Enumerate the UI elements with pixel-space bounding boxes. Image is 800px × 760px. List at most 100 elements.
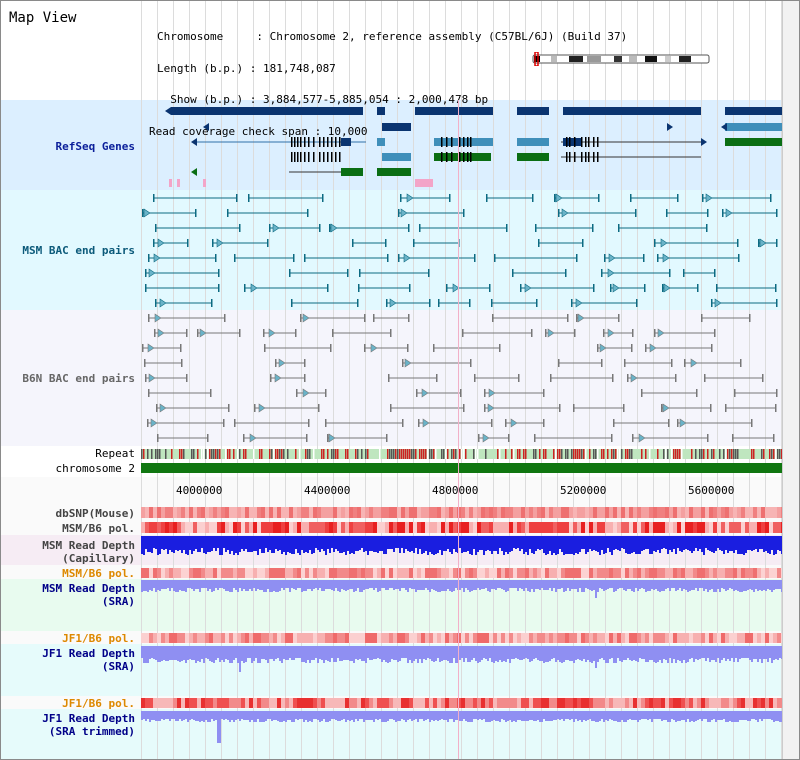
depth-bar [349, 646, 351, 661]
jf1-b6-pol-label-2[interactable]: JF1/B6 pol. [62, 697, 135, 710]
repeat-track[interactable] [141, 449, 782, 459]
gene-exon-tick [313, 137, 315, 147]
bac-end-arrow [690, 358, 698, 368]
depth-bar [471, 536, 473, 555]
depth-bar [245, 580, 247, 591]
depth-bar [593, 536, 595, 550]
heat-cell [677, 507, 681, 518]
heat-cell [773, 633, 777, 643]
heat-cell [285, 698, 289, 708]
heat-cell [585, 698, 589, 708]
depth-bar [597, 580, 599, 592]
bac-end [706, 224, 708, 232]
heat-cell [753, 522, 757, 533]
heat-cell [585, 568, 589, 578]
heat-cell [445, 522, 449, 533]
heat-cell [469, 568, 473, 578]
heat-cell [205, 522, 209, 533]
heat-cell [733, 633, 737, 643]
msm-read-depth-cap-label[interactable]: MSM Read Depth (Capillary) [42, 539, 135, 565]
refseq-label[interactable]: RefSeq Genes [55, 140, 135, 153]
depth-bar [643, 646, 645, 659]
bac-end [666, 209, 668, 217]
jf1-b6-pol-strip-2[interactable] [141, 698, 782, 708]
depth-bar [755, 646, 757, 659]
depth-bar [405, 711, 407, 722]
repeat-mark [151, 449, 153, 459]
heat-cell [329, 507, 333, 518]
depth-bar [579, 536, 581, 552]
depth-bar [637, 536, 639, 554]
chromosome-ideogram-icon[interactable] [529, 52, 715, 66]
heat-cell [581, 568, 585, 578]
heat-cell [561, 507, 565, 518]
gene-exon-tick [313, 152, 315, 162]
heat-cell [465, 568, 469, 578]
dbsnp-strip[interactable] [141, 507, 782, 518]
msm-read-depth-sra-plot[interactable] [141, 580, 782, 602]
depth-bar [679, 711, 681, 721]
bac-end [155, 299, 157, 307]
bac-end [657, 254, 659, 262]
depth-bar [747, 711, 749, 721]
jf1-b6-pol-strip-1[interactable] [141, 633, 782, 643]
chromosome-line: Chromosome : Chromosome 2, reference ass… [157, 30, 628, 43]
jf1-read-depth-sra-plot[interactable] [141, 646, 782, 674]
jf1-b6-pol-label-1[interactable]: JF1/B6 pol. [62, 632, 135, 645]
depth-bar [485, 580, 487, 588]
depth-bar [157, 536, 159, 555]
msm-b6-pol-strip-1[interactable] [141, 522, 782, 533]
heat-cell [429, 522, 433, 533]
depth-bar [431, 580, 433, 589]
depth-bar [671, 646, 673, 663]
bac-end [390, 329, 392, 337]
b6n-bac-label[interactable]: B6N BAC end pairs [22, 372, 135, 385]
refseq-genes-track[interactable] [141, 100, 782, 190]
depth-bar [321, 536, 323, 549]
vertical-scrollbar[interactable] [782, 1, 799, 759]
msm-b6-pol-label-1[interactable]: MSM/B6 pol. [62, 522, 135, 535]
depth-bar [705, 711, 707, 719]
heat-cell [597, 633, 601, 643]
chromosome-bar[interactable] [141, 463, 782, 473]
depth-bar [741, 646, 743, 658]
repeat-mark [753, 449, 755, 459]
depth-bar [523, 646, 525, 659]
heat-cell [681, 522, 685, 533]
heat-cell [637, 633, 641, 643]
depth-bar [525, 711, 527, 721]
b6n-bac-pairs-track[interactable] [141, 310, 782, 446]
depth-bar [491, 711, 493, 721]
depth-bar [603, 646, 605, 660]
dbsnp-label[interactable]: dbSNP(Mouse) [55, 507, 135, 520]
msm-bac-pairs-track[interactable] [141, 190, 782, 310]
jf1-read-depth-trim-plot[interactable] [141, 711, 782, 745]
msm-bac-label[interactable]: MSM BAC end pairs [22, 244, 135, 257]
depth-bar [535, 646, 537, 658]
depth-bar [639, 711, 641, 720]
depth-bar [461, 580, 463, 588]
depth-bar [777, 711, 779, 721]
heat-cell [709, 633, 713, 643]
depth-bar [735, 536, 737, 550]
depth-bar [429, 580, 431, 592]
depth-bar [253, 580, 255, 588]
depth-bar [511, 580, 513, 588]
msm-read-depth-cap-plot[interactable] [141, 536, 782, 561]
depth-bar [613, 711, 615, 721]
jf1-read-depth-sra-label[interactable]: JF1 Read Depth (SRA) [42, 647, 135, 673]
heat-cell [597, 568, 601, 578]
heat-cell [713, 507, 717, 518]
depth-bar [705, 646, 707, 661]
heat-cell [613, 507, 617, 518]
depth-bar [211, 711, 213, 719]
heat-cell [297, 568, 301, 578]
bac-end [740, 359, 742, 367]
msm-read-depth-sra-label[interactable]: MSM Read Depth (SRA) [42, 582, 135, 608]
msm-b6-pol-strip-2[interactable] [141, 568, 782, 578]
jf1-read-depth-trim-label[interactable]: JF1 Read Depth (SRA trimmed) [42, 712, 135, 738]
bac-end [518, 374, 520, 382]
depth-bar [365, 580, 367, 589]
msm-b6-pol-label-2[interactable]: MSM/B6 pol. [62, 567, 135, 580]
